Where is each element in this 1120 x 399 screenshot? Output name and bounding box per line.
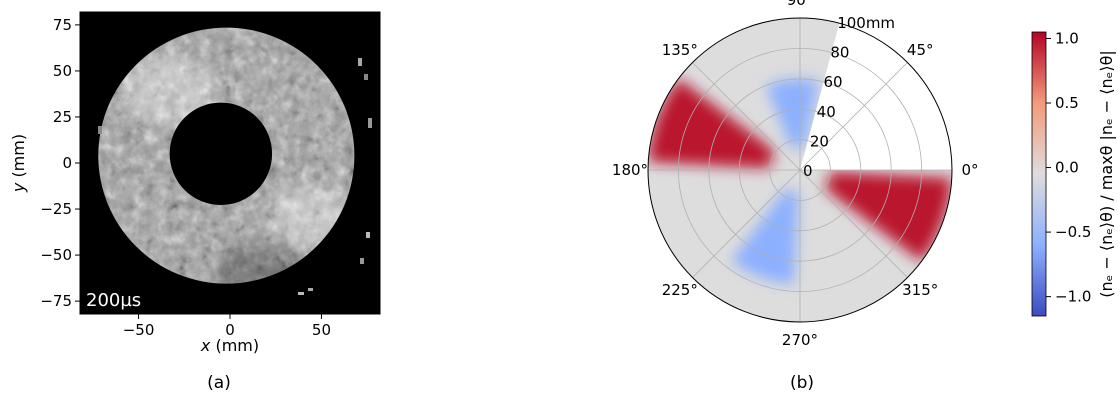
radial-tick-label: 80 bbox=[830, 44, 849, 62]
panel-a-y-axis-label: y (mm) bbox=[9, 134, 28, 193]
panel-a-image: 200µs −50 0 50 75 50 25 0 −25 −50 −75 x (mm) y (m… bbox=[9, 11, 381, 355]
colorbar-label: (nₑ − ⟨nₑ⟩θ) / maxθ |nₑ − ⟨nₑ⟩θ| bbox=[1097, 50, 1116, 298]
angle-tick-label: 315° bbox=[902, 281, 938, 299]
panel-a-axes: −50 0 50 75 50 25 0 −25 −50 −75 bbox=[40, 11, 381, 339]
radial-tick-label: 100mm bbox=[837, 14, 895, 32]
y-tick-label: −75 bbox=[40, 292, 72, 310]
colorbar-gradient bbox=[1031, 31, 1047, 317]
polar-grid-spoke bbox=[692, 169, 801, 278]
x-tick-label: 50 bbox=[312, 321, 331, 339]
panel-b-radial-labels: 0 20 40 60 80 100mm bbox=[803, 14, 895, 180]
polar-grid-spoke bbox=[692, 62, 801, 171]
panel-b-polar-plot: 0 20 40 60 80 100mm 0° 45° 90° 135° 180° 225° 270° 3… bbox=[612, 0, 979, 349]
polar-grid-spoke bbox=[799, 62, 908, 171]
y-tick-label: −50 bbox=[40, 246, 72, 264]
radial-tick-label: 40 bbox=[817, 103, 836, 121]
panel-a-annulus bbox=[80, 12, 380, 314]
colorbar-tick-label: −0.5 bbox=[1055, 223, 1091, 241]
colorbar-tick-label: −1.0 bbox=[1055, 288, 1091, 306]
angle-tick-label: 135° bbox=[662, 41, 698, 59]
angle-tick-label: 0° bbox=[961, 161, 978, 179]
colorbar-tick-label: 1.0 bbox=[1055, 29, 1079, 47]
y-tick-label: 25 bbox=[53, 108, 72, 126]
panel-b-colorbar: 1.0 0.5 0.0 −0.5 −1.0 (nₑ − ⟨nₑ⟩θ) / maxθ |n… bbox=[1031, 29, 1116, 317]
colorbar-tick-label: 0.0 bbox=[1055, 159, 1079, 177]
y-tick-label: −25 bbox=[40, 200, 72, 218]
panel-a-caption: (a) bbox=[207, 373, 231, 393]
x-tick-label: 0 bbox=[225, 321, 235, 339]
y-tick-label: 75 bbox=[53, 16, 72, 34]
polar-lobe bbox=[731, 188, 799, 284]
panel-a-time-annotation: 200µs bbox=[86, 290, 141, 311]
polar-grid-spoke bbox=[799, 169, 908, 278]
panel-b-angle-labels: 0° 45° 90° 135° 180° 225° 270° 315° bbox=[612, 0, 979, 349]
angle-tick-label: 180° bbox=[612, 161, 648, 179]
angle-tick-label: 270° bbox=[782, 331, 818, 349]
radial-tick-label: 20 bbox=[810, 132, 829, 150]
polar-lobe bbox=[765, 78, 819, 149]
panel-b-grid bbox=[648, 18, 952, 322]
y-tick-label: 50 bbox=[53, 62, 72, 80]
radial-tick-label: 0 bbox=[803, 162, 813, 180]
angle-tick-label: 225° bbox=[662, 281, 698, 299]
y-tick-label: 0 bbox=[62, 154, 72, 172]
angle-tick-label: 45° bbox=[907, 41, 934, 59]
x-tick-label: −50 bbox=[123, 321, 155, 339]
angle-tick-label: 90° bbox=[787, 0, 814, 9]
panel-b-caption: (b) bbox=[790, 373, 814, 393]
panel-a-x-axis-label: x (mm) bbox=[200, 336, 259, 355]
colorbar-tick-label: 0.5 bbox=[1055, 94, 1079, 112]
radial-tick-label: 60 bbox=[824, 73, 843, 91]
